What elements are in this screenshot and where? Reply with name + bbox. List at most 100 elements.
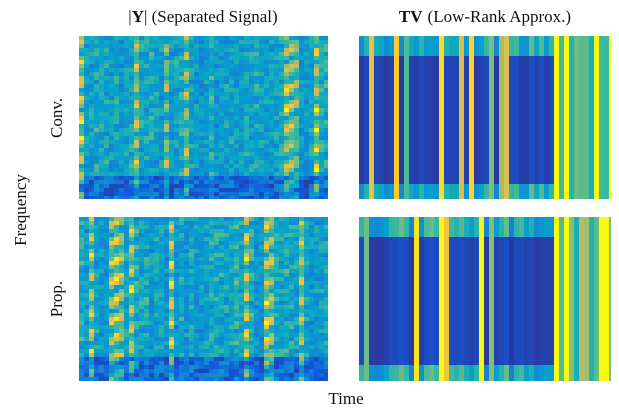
- pixel: [259, 160, 264, 164]
- pixel: [214, 68, 219, 72]
- pixel: [389, 160, 394, 164]
- pixel: [494, 116, 499, 120]
- pixel: [224, 172, 229, 176]
- pixel: [269, 44, 274, 48]
- pixel: [94, 301, 99, 305]
- pixel: [99, 136, 104, 140]
- pixel: [574, 168, 579, 172]
- pixel: [584, 140, 589, 144]
- pixel: [209, 120, 214, 124]
- pixel: [84, 40, 89, 44]
- pixel: [109, 365, 114, 369]
- pixel: [209, 88, 214, 92]
- pixel: [574, 192, 579, 196]
- pixel: [324, 60, 328, 64]
- pixel: [359, 184, 364, 188]
- pixel: [319, 188, 324, 192]
- pixel: [304, 164, 309, 168]
- pixel: [359, 136, 364, 140]
- pixel: [124, 196, 129, 199]
- pixel: [229, 124, 234, 128]
- pixel: [409, 152, 414, 156]
- pixel: [269, 72, 274, 76]
- pixel: [254, 128, 259, 132]
- pixel: [144, 196, 149, 199]
- pixel: [424, 136, 429, 140]
- pixel: [474, 188, 479, 192]
- pixel: [129, 184, 134, 188]
- pixel: [144, 76, 149, 80]
- pixel: [609, 108, 611, 112]
- pixel: [129, 241, 134, 245]
- pixel: [274, 48, 279, 52]
- pixel: [474, 116, 479, 120]
- pixel: [604, 80, 609, 84]
- pixel: [234, 120, 239, 124]
- pixel: [534, 64, 539, 68]
- pixel: [179, 357, 184, 361]
- pixel: [434, 144, 439, 148]
- pixel: [284, 192, 289, 196]
- pixel: [609, 112, 611, 116]
- pixel: [409, 112, 414, 116]
- pixel: [119, 221, 124, 225]
- pixel: [294, 168, 299, 172]
- pixel: [169, 44, 174, 48]
- pixel: [479, 156, 484, 160]
- pixel: [114, 293, 119, 297]
- pixel: [379, 160, 384, 164]
- pixel: [274, 180, 279, 184]
- pixel: [589, 56, 594, 60]
- pixel: [264, 72, 269, 76]
- pixel: [424, 108, 429, 112]
- pixel: [209, 56, 214, 60]
- pixel: [279, 156, 284, 160]
- pixel: [224, 64, 229, 68]
- pixel: [409, 76, 414, 80]
- pixel: [594, 100, 599, 104]
- pixel: [589, 168, 594, 172]
- pixel: [444, 180, 449, 184]
- pixel: [189, 72, 194, 76]
- pixel: [529, 176, 534, 180]
- pixel: [79, 233, 84, 237]
- pixel: [109, 345, 114, 349]
- pixel: [389, 144, 394, 148]
- pixel: [84, 60, 89, 64]
- pixel: [254, 124, 259, 128]
- pixel: [134, 265, 139, 269]
- pixel: [319, 144, 324, 148]
- pixel: [299, 100, 304, 104]
- pixel: [149, 221, 154, 225]
- pixel: [249, 188, 254, 192]
- pixel: [499, 188, 504, 192]
- pixel: [444, 120, 449, 124]
- pixel: [584, 72, 589, 76]
- pixel: [169, 341, 174, 345]
- pixel: [279, 76, 284, 80]
- pixel: [379, 56, 384, 60]
- pixel: [444, 192, 449, 196]
- pixel: [394, 100, 399, 104]
- pixel: [519, 92, 524, 96]
- pixel: [509, 112, 514, 116]
- pixel: [169, 160, 174, 164]
- pixel: [109, 285, 114, 289]
- pixel: [114, 188, 119, 192]
- pixel: [154, 345, 159, 349]
- pixel: [114, 148, 119, 152]
- pixel: [539, 100, 544, 104]
- pixel: [364, 80, 369, 84]
- pixel: [219, 140, 224, 144]
- pixel: [134, 168, 139, 172]
- pixel: [124, 40, 129, 44]
- pixel: [389, 76, 394, 80]
- pixel: [269, 56, 274, 60]
- pixel: [319, 168, 324, 172]
- pixel: [114, 192, 119, 196]
- pixel: [324, 104, 328, 108]
- pixel: [154, 317, 159, 321]
- pixel: [534, 52, 539, 56]
- pixel: [219, 148, 224, 152]
- pixel: [454, 44, 459, 48]
